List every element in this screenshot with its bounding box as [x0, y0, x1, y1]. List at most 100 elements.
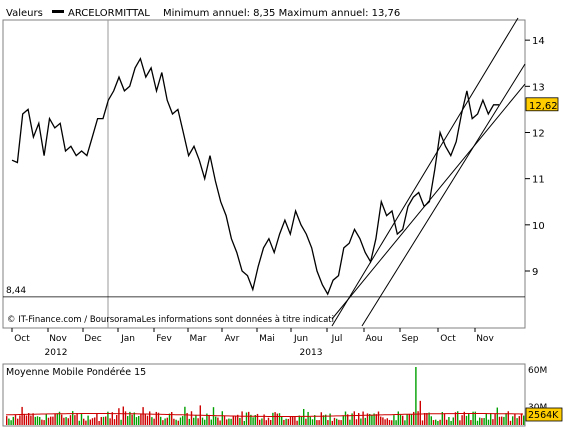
volume-bar	[215, 416, 217, 425]
volume-bar	[479, 417, 481, 425]
volume-bar	[461, 415, 463, 425]
volume-bar	[303, 408, 305, 425]
volume-bar	[276, 413, 278, 425]
volume-bar	[404, 420, 406, 425]
volume-bar	[439, 419, 441, 425]
min-max-annual-text: Minimum annuel: 8,35 Maximum annuel: 13,…	[163, 8, 400, 19]
volume-bar	[498, 416, 501, 425]
volume-bar	[443, 413, 446, 425]
volume-bar	[509, 420, 512, 425]
series-name: ARCELORMITTAL	[68, 8, 150, 19]
volume-bar	[10, 420, 12, 425]
last-volume-label: 2564K	[528, 410, 559, 421]
volume-bar	[342, 415, 344, 425]
volume-bar	[113, 419, 116, 425]
volume-bar	[56, 413, 58, 425]
volume-bar	[17, 418, 19, 425]
volume-bar	[223, 415, 226, 425]
volume-bar	[30, 415, 32, 425]
volume-bar	[347, 414, 349, 425]
volume-bar	[476, 420, 479, 425]
volume-bar	[195, 414, 197, 425]
volume-bar	[408, 413, 410, 425]
volume-bar	[204, 419, 206, 425]
x-tick-label: Fev	[156, 334, 172, 344]
volume-bar	[274, 412, 276, 425]
volume-bar	[179, 417, 182, 425]
volume-bar	[289, 416, 292, 425]
volume-bar	[201, 417, 204, 425]
y-tick-label: 9	[532, 267, 538, 278]
volume-bar	[111, 412, 113, 425]
reference-price-label: 8,44	[6, 286, 26, 296]
volume-bar	[69, 415, 72, 425]
volume-bar	[14, 414, 17, 425]
volume-bar	[316, 420, 318, 425]
volume-bar	[131, 414, 133, 425]
volume-bar	[146, 415, 149, 425]
volume-panel-title: Moyenne Mobile Pondérée 15	[6, 367, 146, 378]
volume-bar	[226, 419, 228, 425]
y-tick-label: 11	[532, 175, 545, 186]
volume-bar	[278, 413, 281, 425]
volume-bar	[397, 411, 399, 425]
volume-bar	[474, 411, 476, 425]
volume-bar	[72, 411, 74, 425]
price-series-line	[11, 56, 499, 296]
volume-bar	[245, 412, 248, 425]
volume-bar	[78, 420, 80, 425]
volume-bar	[25, 415, 28, 425]
last-price-label: 12,62	[529, 101, 558, 112]
volume-bar	[331, 420, 333, 425]
volume-bar	[23, 413, 25, 425]
copyright-note: © IT-Finance.com / BoursoramaLes informa…	[7, 314, 334, 325]
volume-bar	[272, 412, 274, 425]
volume-bar	[300, 416, 303, 425]
volume-bar	[39, 416, 41, 425]
y-tick-label: 10	[532, 221, 545, 232]
volume-bar	[384, 419, 386, 425]
volume-bar	[380, 416, 382, 425]
volume-bar	[333, 417, 336, 425]
volume-bar	[514, 413, 516, 425]
volume-bar	[254, 415, 256, 425]
volume-bar	[188, 418, 190, 425]
volume-bar	[468, 413, 470, 425]
volume-bar	[6, 416, 8, 425]
volume-bar	[369, 413, 371, 425]
volume-bar	[250, 414, 252, 425]
volume-bar	[175, 419, 177, 425]
x-tick-label: Nov	[49, 334, 67, 344]
channel-upper-line	[331, 17, 519, 327]
volume-bar	[138, 415, 140, 425]
volume-bar	[239, 417, 241, 425]
volume-moving-average-line	[5, 413, 523, 417]
volume-bar	[166, 417, 168, 425]
volume-bar	[426, 413, 428, 425]
channel-lower-line	[331, 83, 526, 320]
volume-bar	[494, 413, 496, 425]
volume-bar	[355, 419, 358, 425]
volume-bar	[393, 415, 395, 425]
volume-bar	[358, 413, 360, 425]
volume-bar	[296, 420, 298, 425]
volume-bar	[12, 416, 14, 425]
volume-tick-60m: 60M	[528, 366, 547, 376]
volume-bar	[109, 418, 111, 425]
volume-bar	[267, 417, 270, 425]
volume-bar	[419, 400, 421, 425]
volume-bar	[133, 412, 135, 425]
x-year-label: 2012	[45, 348, 68, 358]
volume-bar	[265, 420, 267, 425]
volume-bar	[83, 418, 85, 425]
volume-bar	[36, 416, 39, 425]
volume-bar	[151, 417, 153, 425]
volume-bar	[142, 407, 144, 425]
volume-bar	[8, 418, 10, 425]
volume-bar	[164, 418, 166, 425]
volume-bar	[320, 412, 322, 425]
volume-bar	[171, 411, 173, 425]
volume-bar	[496, 407, 498, 425]
volume-bar	[382, 417, 384, 425]
